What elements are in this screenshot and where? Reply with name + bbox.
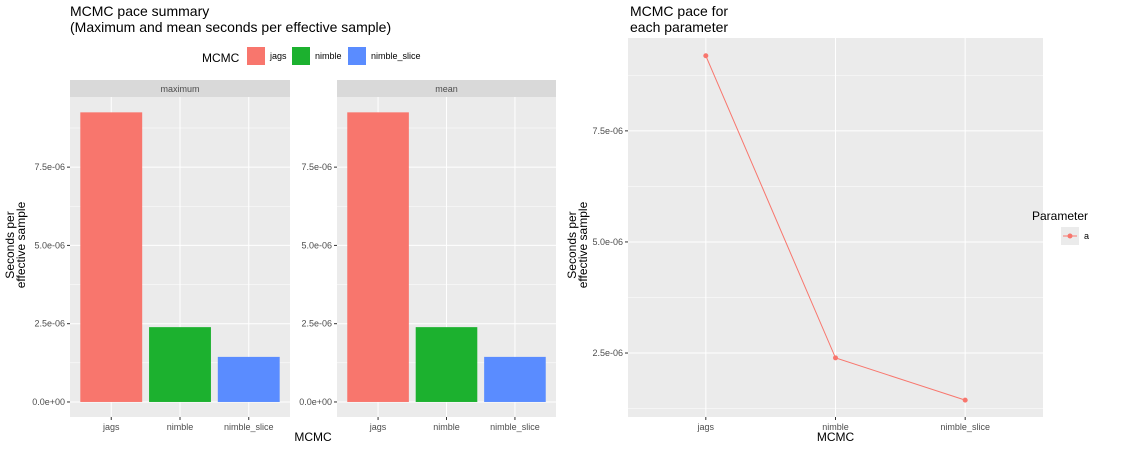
x-tick-label: jags (102, 422, 120, 432)
y-tick-label: 7.5e-06 (301, 162, 332, 172)
facet-strip (337, 80, 556, 97)
x-tick-label: nimble_slice (490, 422, 540, 432)
y-tick-label: 7.5e-06 (34, 162, 65, 172)
legend-label-jags: jags (269, 51, 287, 61)
x-tick-label: jags (697, 422, 715, 432)
legend-label-a: a (1084, 231, 1089, 241)
x-tick-label: nimble (822, 422, 849, 432)
legend-key-nimble_slice (348, 47, 366, 65)
x-tick-label: jags (369, 422, 387, 432)
bar-maximum-jags (80, 112, 143, 402)
chart-subtitle: (Maximum and mean seconds per effective … (70, 19, 391, 35)
bar-maximum-nimble_slice (217, 356, 280, 402)
y-axis-label: effective sample (576, 201, 590, 288)
y-tick-label: 2.5e-06 (34, 319, 65, 329)
legend-label-nimble: nimble (315, 51, 342, 61)
legend-title: Parameter (1032, 209, 1088, 223)
legend-key-nimble (292, 47, 310, 65)
y-tick-label: 2.5e-06 (301, 319, 332, 329)
legend-title: MCMC (202, 51, 240, 65)
y-tick-label: 5.0e-06 (301, 240, 332, 250)
x-tick-label: nimble_slice (224, 422, 274, 432)
x-axis-label: MCMC (294, 430, 332, 444)
data-point-nimble_slice (962, 397, 968, 403)
legend-label-nimble_slice: nimble_slice (371, 51, 421, 61)
facet-label: mean (435, 84, 458, 94)
y-tick-label: 0.0e+00 (32, 397, 65, 407)
x-tick-label: nimble (167, 422, 194, 432)
chart-title: MCMC pace for (630, 3, 728, 19)
y-tick-label: 5.0e-06 (34, 240, 65, 250)
facet-strip (70, 80, 290, 97)
x-tick-label: nimble_slice (940, 422, 990, 432)
data-point-jags (703, 53, 709, 59)
bar-mean-nimble_slice (484, 356, 546, 402)
y-tick-label: 2.5e-06 (592, 348, 623, 358)
bar-maximum-nimble (149, 327, 211, 402)
chart-subtitle: each parameter (630, 19, 728, 35)
x-tick-label: nimble (433, 422, 460, 432)
legend-key-point (1067, 233, 1073, 239)
chart-title: MCMC pace summary (70, 3, 209, 19)
y-tick-label: 5.0e-06 (592, 237, 623, 247)
y-axis-label: effective sample (14, 201, 28, 288)
legend-key-jags (247, 47, 265, 65)
facet-label: maximum (160, 84, 199, 94)
bar-mean-nimble (415, 327, 478, 402)
bar-mean-jags (347, 112, 409, 402)
y-tick-label: 0.0e+00 (299, 397, 332, 407)
y-axis-label: Seconds per (565, 211, 579, 278)
x-axis-label: MCMC (817, 430, 855, 444)
data-point-nimble (833, 355, 838, 361)
y-tick-label: 7.5e-06 (592, 126, 623, 136)
y-axis-label: Seconds per (3, 211, 17, 278)
